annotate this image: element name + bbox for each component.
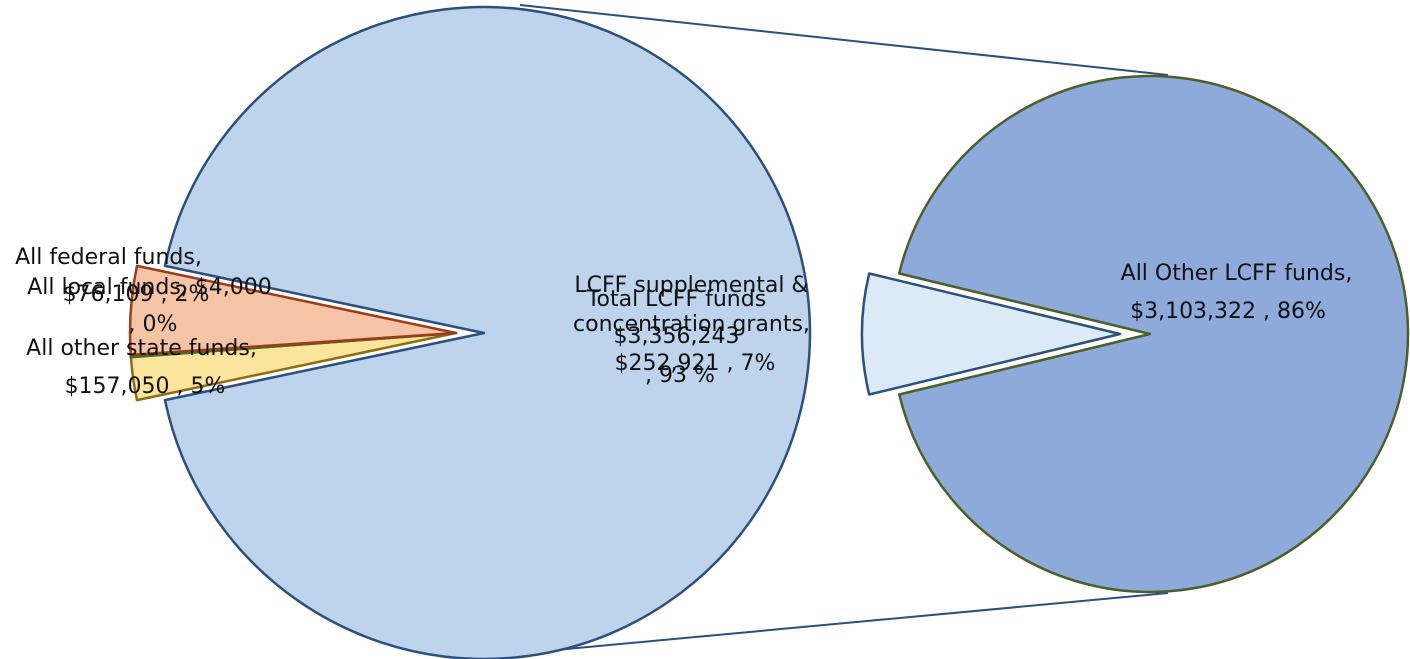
slice-all-other-state-funds[interactable] bbox=[128, 264, 458, 357]
main-pie bbox=[128, 5, 812, 659]
connector-line-top bbox=[519, 4, 1169, 76]
label-total-lcff-funds: Total LCFF funds $3,356,243 , 93 % bbox=[586, 287, 773, 388]
label-all-local-funds: All local funds, $4,000 , 0% bbox=[27, 275, 279, 337]
label-all-other-lcff-funds: All Other LCFF funds, $3,103,322 , 86% bbox=[1121, 261, 1360, 324]
secondary-pie bbox=[860, 74, 1410, 594]
label-all-federal-funds: All federal funds, $76,109 , 2% bbox=[15, 245, 209, 307]
label-all-other-state-funds: All other state funds, $157,050 , 5% bbox=[26, 336, 264, 399]
slice-all-other-lcff-funds[interactable] bbox=[897, 74, 1410, 594]
label-lcff-supplemental-concentration-grants: LCFF supplemental & concentration grants… bbox=[573, 273, 817, 376]
slice-total-lcff-funds[interactable] bbox=[163, 5, 812, 659]
connector-line-bottom bbox=[469, 592, 1169, 659]
slice-lcff-supplemental-concentration-grants[interactable] bbox=[860, 272, 1122, 396]
